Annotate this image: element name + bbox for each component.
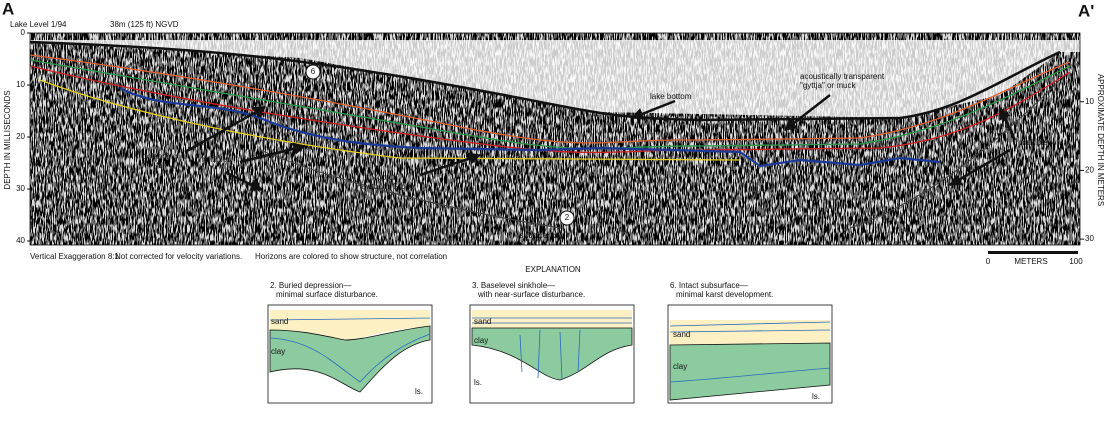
y-tick-label: 10: [16, 80, 25, 89]
annotation: acoustically transparent: [800, 72, 885, 81]
axis-label: DEPTH IN MILLISECONDS: [3, 90, 12, 189]
note: Vertical Exaggeration 8:1: [30, 252, 119, 261]
scale-label: 100: [1069, 257, 1083, 266]
annotation: multiples: [1020, 138, 1052, 147]
section-letter: A': [1078, 1, 1094, 20]
y-tick-label: 10: [1085, 97, 1094, 106]
marker-circle: [305, 64, 321, 80]
panel-label: sand: [673, 330, 690, 339]
y-tick-label: 20: [1085, 166, 1094, 175]
y-tick-label: 30: [1085, 234, 1094, 243]
panel-label: sand: [474, 317, 491, 326]
annotation: lake bottom: [650, 92, 692, 101]
annotation: fill: [156, 161, 164, 170]
y-tick-label: 0: [21, 28, 26, 37]
section-letter: A: [2, 0, 14, 18]
elevation: 38m (125 ft) NGVD: [110, 20, 179, 29]
scale-label: 0: [986, 257, 991, 266]
y-tick-label: 20: [16, 132, 25, 141]
scale-label: METERS: [1014, 257, 1047, 266]
y-tick-label: 30: [16, 184, 25, 193]
panel-title: 6. Intact subsurface—: [670, 281, 748, 290]
note: Not corrected for velocity variations.: [115, 252, 242, 261]
annotation: Hawthorn Group: [356, 182, 415, 191]
axis-label: APPROXIMATE DEPTH IN METERS: [1096, 74, 1105, 206]
annotation: subsidence: [520, 231, 561, 240]
marker-circle: [559, 210, 575, 226]
panel-label: clay: [673, 362, 687, 371]
y-tick-label: 40: [16, 236, 25, 245]
seismic-profile: [29, 32, 1081, 246]
lake-level: Lake Level 1/94: [10, 20, 67, 29]
panel-label: ls.: [415, 387, 423, 396]
annotation: "gyttja" or muck: [800, 81, 856, 90]
panel-label: ls.: [812, 392, 820, 401]
panel-title: 2. Buried depression—: [270, 281, 351, 290]
note: Horizons are colored to show structure, …: [255, 252, 447, 261]
panel-label: sand: [271, 317, 288, 326]
panel-title: minimal karst development.: [676, 290, 773, 299]
arrows: [184, 94, 1017, 192]
panel-title: minimal surface disturbance.: [276, 290, 378, 299]
annotation: top of: [375, 173, 396, 182]
marker-label: 6: [311, 67, 316, 76]
panel-title: 3. Baselevel sinkhole—: [472, 281, 555, 290]
panel-label: ls.: [474, 378, 482, 387]
explanation-title: EXPLANATION: [525, 265, 581, 274]
explanation-panels: [267, 304, 833, 404]
panel-label: clay: [271, 347, 285, 356]
annotation: multiples: [199, 155, 231, 164]
panel-label: clay: [474, 336, 488, 345]
marker-label: 2: [565, 213, 570, 222]
scale-bar: [988, 251, 1078, 254]
annotation: onlapping: [143, 152, 178, 161]
panel-title: with near-surface disturbance.: [477, 290, 585, 299]
